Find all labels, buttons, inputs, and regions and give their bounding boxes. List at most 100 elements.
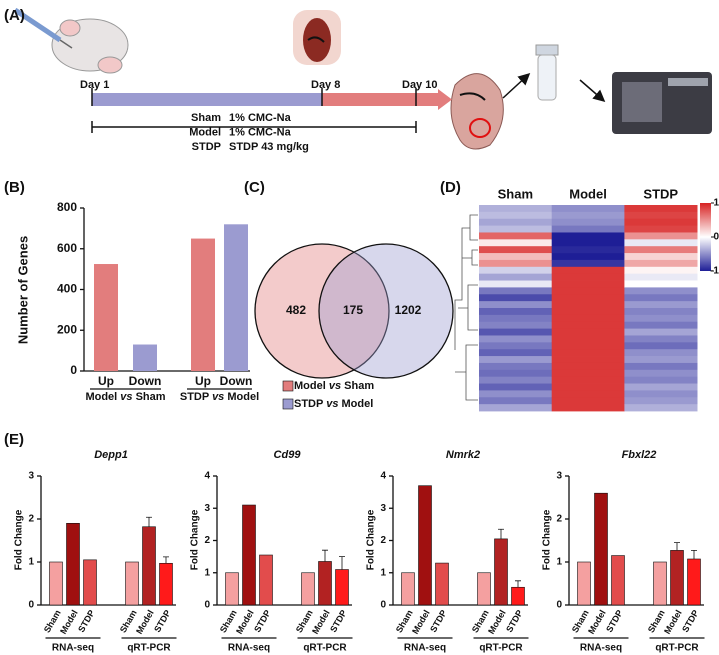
heatmap-cell	[479, 225, 553, 233]
bar	[142, 526, 156, 606]
panel-label: (C)	[244, 179, 265, 196]
group-label: Model vs Sham	[85, 391, 165, 403]
heart-surgery-illustration	[293, 10, 341, 65]
mouse-illustration	[13, 7, 129, 74]
arrow	[502, 72, 531, 99]
heatmap-cell	[479, 369, 553, 378]
heatmap-cell	[624, 362, 698, 371]
venn-count: 175	[343, 303, 363, 317]
group-label: qRT-PCR	[479, 643, 523, 654]
bar	[224, 224, 248, 371]
y-tick-label: 3	[204, 503, 210, 514]
heatmap-cell	[551, 253, 625, 261]
heatmap-cell	[551, 390, 625, 398]
y-tick-label: 0	[556, 600, 562, 611]
tube-illustration	[535, 44, 559, 101]
y-tick-label: 2	[28, 514, 34, 525]
bar	[318, 561, 332, 606]
text-part: vs	[329, 380, 344, 392]
heatmap-cell	[479, 253, 553, 261]
y-tick-label: 3	[28, 471, 34, 482]
bar	[225, 572, 239, 606]
heatmap-cell	[624, 397, 698, 405]
heatmap-cell	[551, 349, 625, 357]
colorbar-tick-label: 0	[713, 232, 719, 243]
heatmap-cell	[551, 335, 625, 343]
heatmap-cell	[479, 390, 553, 398]
chart-title: Fbxl22	[622, 449, 657, 461]
bar	[418, 485, 432, 606]
group-label: qRT-PCR	[303, 643, 347, 654]
bar	[670, 550, 684, 606]
heatmap-column-label: Model	[569, 186, 607, 201]
heatmap-cell	[624, 321, 698, 329]
heatmap-cell	[624, 218, 698, 226]
text-part: Model	[227, 391, 259, 403]
heatmap-cell	[479, 211, 553, 220]
heatmap-cell	[624, 205, 698, 213]
y-axis-label: Fold Change	[190, 509, 201, 570]
heatmap-cell	[479, 328, 553, 336]
heatmap-cell	[624, 342, 698, 350]
error-bar	[146, 516, 152, 527]
y-tick-label: 0	[70, 363, 77, 377]
heatmap-cell	[479, 349, 553, 357]
heatmap-cell	[551, 362, 625, 371]
heatmap-cell	[479, 308, 553, 316]
timeline-arrow	[322, 89, 452, 110]
heatmap-cell	[479, 376, 553, 384]
heatmap-cell	[551, 369, 625, 378]
y-tick-label: 0	[204, 600, 210, 611]
heatmap-cell	[551, 342, 625, 350]
bar	[511, 586, 525, 606]
heatmap-cell	[551, 404, 625, 412]
heatmap-cell	[479, 314, 553, 323]
heatmap-cell	[624, 404, 698, 412]
error-bar	[322, 549, 328, 562]
text-part: Model	[294, 380, 329, 392]
group-label: qRT-PCR	[127, 643, 171, 654]
colorbar-tick-label: -1	[710, 266, 719, 277]
heatmap-cell	[624, 273, 698, 281]
heatmap-cell	[551, 232, 625, 240]
y-tick-label: 200	[57, 322, 77, 336]
heatmap-cell	[624, 280, 698, 288]
heatmap-cell	[551, 205, 625, 213]
heatmap-cell	[624, 211, 698, 220]
y-axis-label: Number of Genes	[15, 236, 30, 344]
bar	[687, 558, 701, 606]
heatmap-cell	[479, 294, 553, 302]
bar	[435, 562, 449, 606]
x-tick-label: Down	[220, 374, 253, 388]
error-bar	[339, 556, 345, 570]
text-part: Sham	[136, 391, 166, 403]
timeline-bar	[92, 93, 322, 106]
y-tick-label: 3	[380, 503, 386, 514]
y-axis-label: Fold Change	[366, 509, 377, 570]
text-part: Model	[342, 398, 374, 410]
bar	[191, 238, 215, 371]
heatmap-cell	[551, 287, 625, 295]
dendrogram	[454, 214, 478, 401]
heatmap-cell	[551, 294, 625, 302]
heatmap-cell	[479, 362, 553, 371]
heatmap-cell	[624, 328, 698, 336]
group-name: Sham	[191, 112, 221, 124]
y-tick-label: 800	[57, 200, 77, 214]
error-bar	[498, 528, 504, 539]
heatmap-cell	[624, 266, 698, 275]
heatmap-cell	[624, 246, 698, 254]
group-treatment: 1% CMC-Na	[229, 126, 292, 138]
y-tick-label: 2	[380, 535, 386, 546]
group-label: RNA-seq	[228, 643, 270, 654]
heatmap-cell	[479, 280, 553, 288]
group-treatment: 1% CMC-Na	[229, 112, 292, 124]
heatmap-cell	[624, 232, 698, 240]
y-tick-label: 2	[556, 514, 562, 525]
heatmap-cell	[479, 287, 553, 295]
error-bar	[515, 580, 521, 588]
heatmap-cell	[479, 218, 553, 226]
heatmap-cell	[479, 321, 553, 329]
panel-label: (A)	[4, 7, 25, 24]
bar	[611, 555, 625, 606]
